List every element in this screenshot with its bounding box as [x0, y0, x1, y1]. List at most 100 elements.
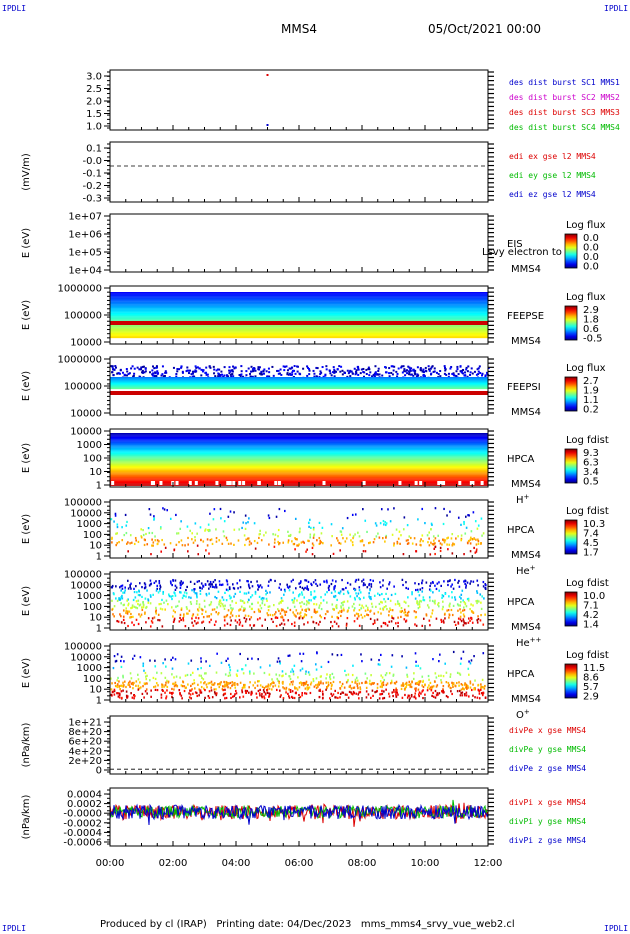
- heat-cell: [217, 590, 220, 593]
- heat-cell: [287, 539, 290, 542]
- heat-cell: [397, 537, 400, 540]
- heat-cell: [443, 621, 445, 624]
- heat-cell: [236, 682, 239, 686]
- heat-cell: [451, 532, 454, 536]
- heat-cell: [383, 696, 386, 700]
- heat-cell: [307, 366, 310, 369]
- heat-cell: [223, 520, 226, 523]
- heat-cell: [444, 617, 446, 620]
- heat-cell: [443, 507, 445, 511]
- heat-cell: [197, 667, 199, 671]
- y-tick-label: 1.0: [86, 122, 102, 133]
- heat-cell: [337, 591, 340, 594]
- heat-cell: [225, 683, 228, 686]
- heat-cell: [231, 684, 233, 687]
- y-tick-label: 100000: [64, 311, 102, 322]
- heat-cell: [389, 599, 392, 602]
- heat-cell: [454, 578, 456, 582]
- heat-cell: [137, 540, 140, 544]
- heat-cell: [244, 614, 247, 617]
- heat-cell: [213, 683, 215, 686]
- heat-cell: [182, 619, 185, 622]
- heat-cell: [186, 525, 189, 528]
- heat-cell: [285, 691, 287, 694]
- heat-cell: [395, 528, 398, 531]
- heat-cell: [422, 696, 424, 700]
- heat-cell: [308, 521, 310, 525]
- heat-cell: [137, 678, 140, 681]
- heat-cell: [115, 532, 117, 535]
- heat-cell: [295, 687, 298, 690]
- heat-cell: [443, 372, 446, 375]
- heat-cell: [397, 625, 399, 628]
- heat-cell: [304, 613, 306, 616]
- heat-cell: [241, 526, 243, 530]
- heat-cell: [121, 584, 124, 587]
- heat-cell: [157, 684, 159, 687]
- heat-cell: [357, 693, 360, 696]
- heat-row: [110, 479, 488, 481]
- heat-cell: [436, 684, 439, 687]
- heat-cell: [274, 616, 277, 619]
- heat-cell: [438, 692, 441, 695]
- heat-cell: [227, 686, 229, 689]
- heat-cell: [299, 527, 301, 530]
- heat-cell: [144, 597, 147, 600]
- panel-frame: [109, 643, 489, 703]
- heat-cell: [400, 684, 403, 687]
- heat-cell: [191, 370, 194, 373]
- heat-cell: [372, 682, 374, 685]
- heat-cell: [436, 692, 439, 695]
- heat-cell: [111, 584, 114, 588]
- heat-cell: [403, 368, 406, 371]
- heat-cell: [477, 688, 480, 691]
- heat-cell: [286, 369, 289, 372]
- heat-cell: [329, 372, 332, 375]
- heat-cell: [385, 522, 388, 525]
- heat-cell: [326, 581, 328, 584]
- heat-cell: [274, 538, 276, 541]
- heat-cell: [448, 616, 450, 619]
- heat-cell: [465, 586, 467, 589]
- heat-cell: [385, 534, 388, 538]
- heat-cell: [352, 543, 354, 547]
- heat-row: [110, 305, 488, 308]
- heat-cell: [119, 613, 121, 616]
- y-tick-label: 10000: [70, 427, 102, 438]
- heat-cell: [392, 617, 395, 620]
- heat-cell: [121, 621, 123, 624]
- heat-cell: [172, 691, 174, 694]
- heat-cell: [122, 676, 124, 679]
- heat-cell: [477, 370, 480, 373]
- heat-cell: [116, 653, 119, 656]
- colorbar-tick-label: 0.5: [583, 477, 599, 488]
- heat-cell: [480, 685, 482, 688]
- heat-cell: [457, 516, 460, 519]
- heat-cell: [301, 617, 304, 620]
- footer-credits: Produced by cl (IRAP) Printing date: 04/…: [100, 919, 515, 930]
- heat-cell: [380, 600, 382, 604]
- heat-cell: [259, 688, 261, 692]
- heat-row: [110, 382, 488, 384]
- heat-cell: [279, 612, 282, 615]
- heat-cell: [476, 590, 478, 593]
- heat-cell: [391, 533, 394, 536]
- heat-cell: [196, 694, 199, 698]
- heat-cell: [392, 369, 395, 372]
- heat-cell: [379, 586, 382, 589]
- heat-cell: [374, 365, 377, 368]
- heat-cell: [142, 664, 145, 668]
- heat-cell: [304, 609, 306, 612]
- heat-cell: [441, 608, 444, 611]
- heat-cell: [216, 606, 218, 609]
- corner-tag-top-left: IPDLI: [2, 4, 27, 13]
- heat-cell: [187, 372, 190, 375]
- heat-cell: [218, 599, 221, 602]
- heat-cell: [350, 687, 353, 690]
- heat-cell: [384, 523, 387, 527]
- heat-cell: [135, 600, 138, 603]
- heat-cell: [287, 619, 290, 622]
- heat-cell: [471, 621, 474, 624]
- heat-cell: [116, 619, 118, 623]
